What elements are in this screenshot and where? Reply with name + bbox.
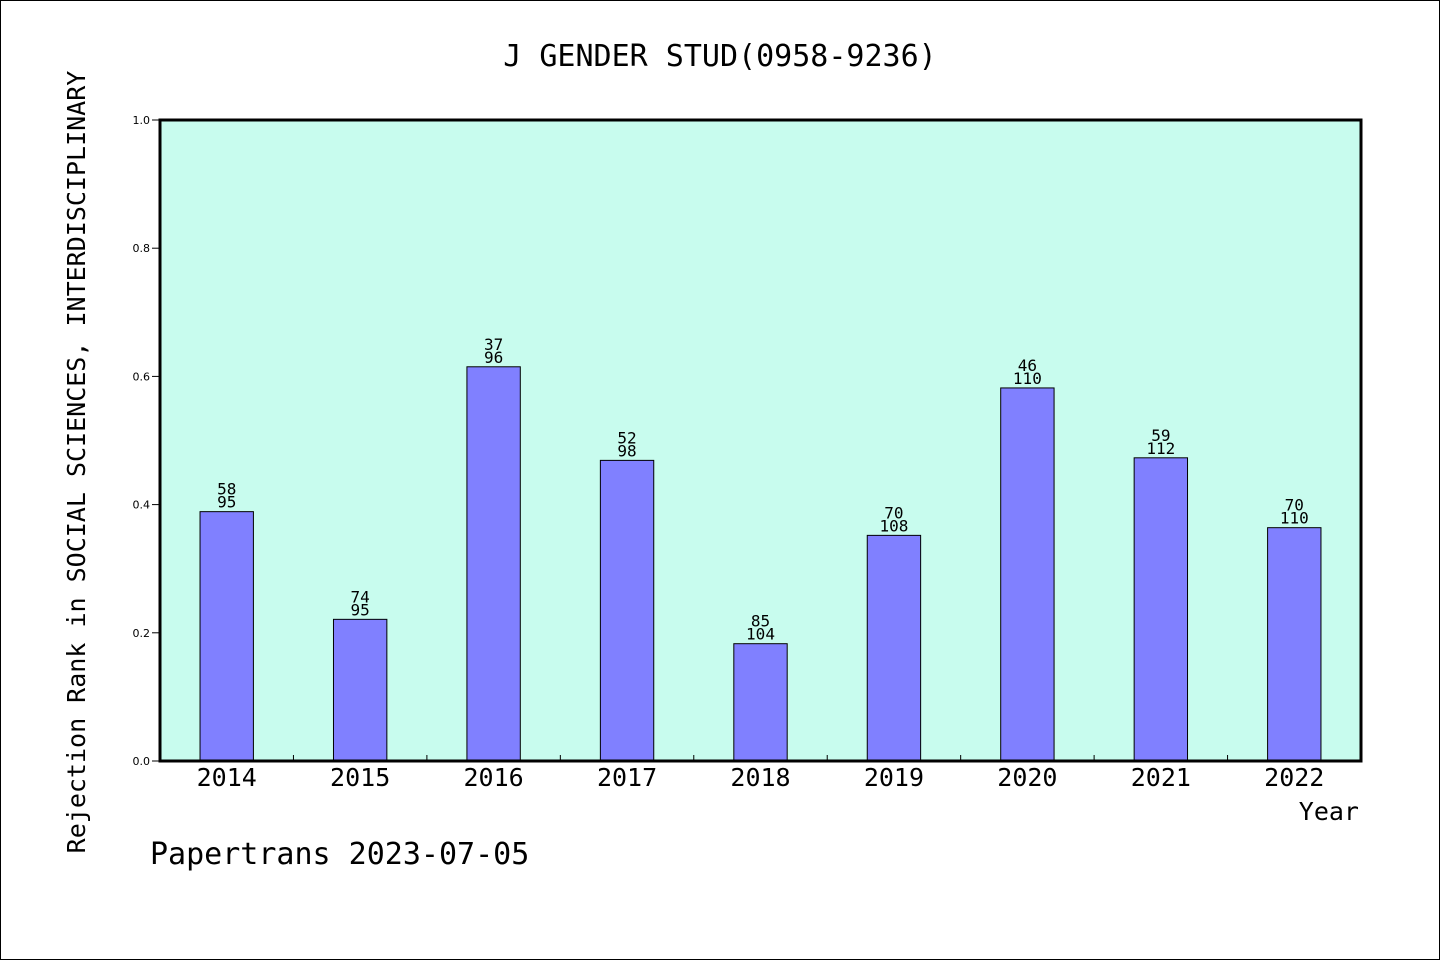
bar-rank-label: 37 [484, 335, 503, 354]
bar-rank-label: 46 [1018, 356, 1037, 375]
bar-rank-label: 70 [1285, 496, 1304, 515]
bar-rank-label: 59 [1151, 426, 1170, 445]
bar-total-label: 95 [351, 600, 370, 619]
bar-rank-label: 58 [217, 480, 236, 499]
y-axis: 0.0 0.2 0.4 0.6 0.8 1.0 [133, 114, 160, 768]
bar-total-label: 98 [617, 441, 636, 460]
plot-border [158, 118, 1363, 763]
bar-total-label: 108 [879, 516, 908, 535]
y-tick-label: 1.0 [133, 114, 151, 127]
bar-total-label: 110 [1280, 509, 1309, 528]
bar-rank-label: 70 [884, 503, 903, 522]
bar [1000, 387, 1055, 762]
bar [332, 618, 388, 762]
y-tick-label: 0.6 [133, 370, 151, 383]
x-tick-label: 2017 [597, 763, 657, 792]
bar-total-label: 110 [1013, 369, 1042, 388]
y-tick-label: 0.0 [133, 755, 151, 768]
x-tick-label: 2014 [197, 763, 257, 792]
bar [733, 643, 788, 762]
x-tick-label: 2019 [864, 763, 924, 792]
bar-rank-label: 52 [617, 428, 636, 447]
bar-rank-label: 74 [351, 587, 370, 606]
bar [599, 459, 655, 762]
y-tick-label: 0.8 [133, 242, 151, 255]
y-tick-label: 0.2 [133, 627, 151, 640]
bar-total-label: 104 [746, 625, 775, 644]
bar [199, 511, 254, 762]
x-tick-label: 2020 [997, 763, 1057, 792]
bar-rank-label: 85 [751, 612, 770, 631]
bar-total-label: 96 [484, 348, 503, 367]
x-tick-label: 2022 [1264, 763, 1324, 792]
x-tick-label: 2015 [330, 763, 390, 792]
x-axis: 2014 2015 2016 2017 2018 2019 2020 2021 2022 [197, 755, 1324, 792]
x-tick-label: 2018 [730, 763, 790, 792]
bar [1133, 457, 1189, 762]
x-tick-label: 2021 [1131, 763, 1191, 792]
bar-total-label: 95 [217, 493, 236, 512]
bar [466, 366, 521, 762]
bar-total-label: 112 [1146, 439, 1175, 458]
chart-title: J GENDER STUD(0958-9236) [503, 39, 936, 74]
y-axis-label: Rejection Rank in SOCIAL SCIENCES, INTER… [62, 71, 91, 854]
bar [1267, 527, 1322, 762]
bar-series: 5895749537965298851047010846110591127011… [199, 335, 1322, 762]
y-tick-label: 0.4 [133, 499, 151, 512]
x-axis-label: Year [1299, 797, 1359, 826]
x-tick-label: 2016 [464, 763, 524, 792]
footer-credit: Papertrans 2023-07-05 [150, 837, 529, 872]
bar [866, 534, 922, 762]
